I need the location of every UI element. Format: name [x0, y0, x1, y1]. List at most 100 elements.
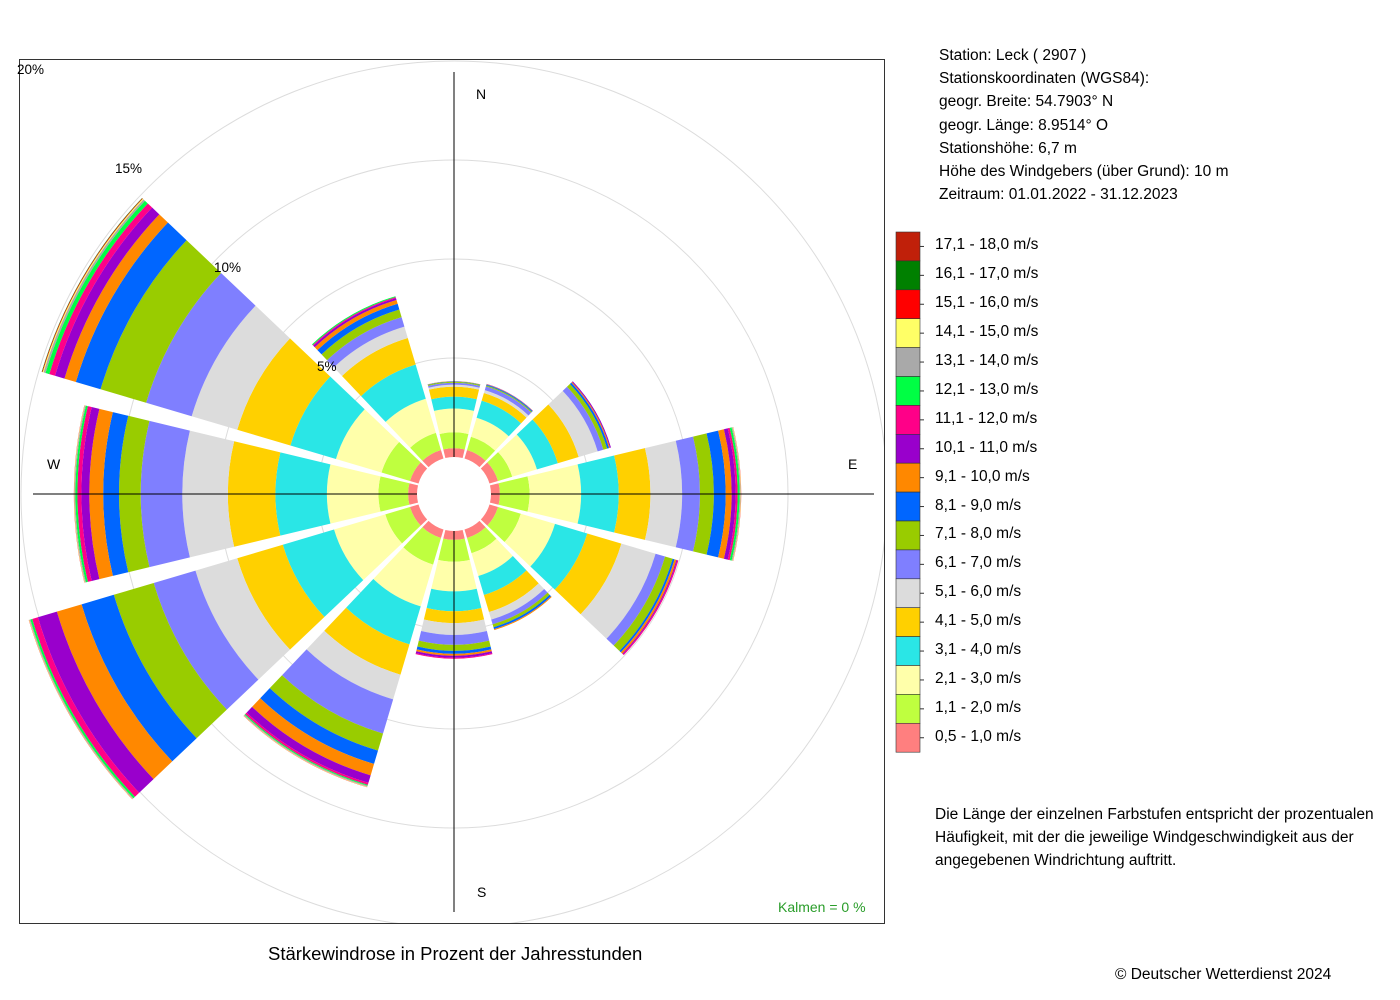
sector-band: [317, 303, 400, 355]
sector-band: [567, 384, 608, 450]
legend-swatch: [895, 462, 921, 493]
sector-band: [427, 381, 481, 385]
legend-label: 1,1 - 2,0 m/s: [935, 698, 1022, 716]
sector-band: [613, 556, 673, 651]
sector-band: [483, 390, 529, 418]
sector-30: [464, 383, 534, 468]
sector-band: [146, 272, 256, 417]
ring-label-5: 5%: [317, 359, 337, 374]
legend-swatch: [895, 376, 921, 406]
legend-swatch: [895, 231, 921, 262]
sector-band: [580, 543, 656, 639]
sector-band: [333, 326, 408, 376]
sector-band: [428, 382, 480, 388]
legend-swatch: [895, 665, 921, 695]
explanation-note: Die Länge der einzelnen Farbstufen entsp…: [935, 803, 1374, 873]
legend-label: 5,1 - 6,0 m/s: [935, 583, 1022, 601]
west-label: W: [47, 456, 61, 472]
sector-band: [488, 583, 545, 620]
wind-rose-chart: [20, 60, 884, 923]
sector-band: [81, 594, 197, 762]
sector-band: [548, 390, 598, 458]
legend: [895, 231, 924, 753]
sector-60: [480, 381, 611, 484]
sector-band: [516, 419, 558, 470]
sector-150: [464, 520, 552, 631]
sector-band: [77, 406, 92, 582]
sector-band: [476, 400, 522, 437]
sector-band: [493, 594, 552, 630]
sector-band: [422, 449, 444, 468]
legend-swatch: [895, 722, 921, 753]
sector-210: [243, 520, 444, 788]
legend-swatch: [895, 549, 921, 580]
sector-band: [732, 427, 741, 561]
sector-band: [729, 427, 740, 561]
ring-label-20: 20%: [17, 62, 45, 77]
sector-band: [381, 441, 421, 481]
sector-band: [410, 432, 441, 461]
south-label: S: [477, 884, 487, 900]
legend-swatch: [895, 260, 921, 291]
sector-band: [153, 570, 259, 710]
sector-band: [260, 688, 378, 764]
sector-band: [237, 338, 331, 446]
sector-band: [727, 427, 738, 561]
sector-band: [282, 649, 394, 734]
sector-band: [282, 529, 364, 617]
sector-band: [471, 538, 513, 576]
sector-band: [532, 404, 579, 464]
longitude: geogr. Länge: 8.9514° O: [939, 116, 1109, 134]
sector-band: [416, 646, 492, 654]
sector-band: [385, 398, 436, 448]
copyright: © Deutscher Wetterdienst 2024: [1115, 966, 1332, 983]
legend-swatch: [895, 607, 921, 637]
sector-band: [385, 507, 421, 544]
sector-band: [415, 653, 493, 659]
sector-band: [252, 698, 375, 776]
station-name: Station: Leck ( 2907 ): [939, 47, 1087, 64]
sector-band: [427, 381, 481, 385]
sector-band: [32, 617, 140, 797]
legend-swatch: [895, 347, 921, 377]
legend-swatch: [895, 491, 921, 522]
sector-band: [718, 429, 732, 559]
sector-band: [321, 309, 402, 361]
sector-band: [606, 553, 666, 646]
sector-band: [64, 214, 168, 382]
rose-sectors: [28, 197, 742, 800]
legend-label: 15,1 - 16,0 m/s: [935, 294, 1039, 312]
sector-band: [334, 514, 403, 581]
sector-band: [481, 393, 527, 424]
legend-label: 17,1 - 18,0 m/s: [935, 236, 1039, 254]
sector-band: [416, 649, 492, 656]
sector-band: [415, 651, 493, 658]
legend-swatch: [895, 318, 921, 348]
sector-band: [37, 611, 154, 793]
legend-label: 11,1 - 12,0 m/s: [935, 409, 1038, 427]
ring-20: [20, 60, 884, 923]
sector-band: [491, 589, 548, 625]
legend-label: 2,1 - 3,0 m/s: [935, 669, 1022, 687]
sector-band: [483, 570, 539, 613]
sector-band: [324, 607, 410, 675]
sector-240: [28, 504, 428, 800]
legend-label: 4,1 - 5,0 m/s: [935, 612, 1022, 630]
sector-band: [74, 405, 85, 583]
sector-band: [73, 405, 85, 583]
sector-band: [464, 520, 486, 539]
sector-band: [326, 317, 405, 368]
sector-band: [191, 305, 291, 430]
legend-swatch: [895, 405, 921, 435]
legend-label: 8,1 - 9,0 m/s: [935, 496, 1022, 514]
legend-label: 0,5 - 1,0 m/s: [935, 727, 1022, 745]
note-line: Die Länge der einzelnen Farbstufen entsp…: [935, 806, 1374, 823]
sector-band: [422, 520, 444, 539]
legend-label: 12,1 - 13,0 m/s: [935, 380, 1039, 398]
sector-band: [428, 384, 480, 390]
sector-band: [335, 409, 400, 473]
legend-label: 6,1 - 7,0 m/s: [935, 554, 1022, 572]
sector-band: [504, 513, 555, 567]
sector-band: [492, 592, 550, 628]
time-period: Zeitraum: 01.01.2022 - 31.12.2023: [939, 186, 1178, 204]
